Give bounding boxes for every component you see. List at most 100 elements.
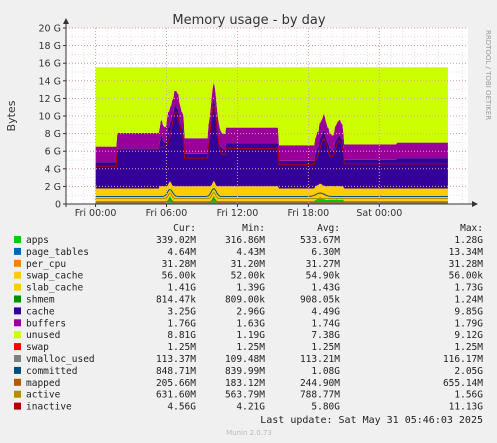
- legend-series-name: mapped: [26, 378, 60, 389]
- line-inactive: [95, 104, 448, 167]
- x-axis-arrow: [472, 201, 478, 207]
- legend-value-max: 31.28M: [449, 259, 484, 270]
- legend-value-avg: 4.49G: [311, 306, 340, 317]
- chart-title: Memory usage - by day: [172, 13, 325, 28]
- legend-swatch: [14, 283, 21, 291]
- legend-column-header: Min:: [242, 223, 265, 234]
- side-text: RRDTOOL / TOBI OETIKER: [484, 30, 492, 120]
- legend-value-max: 9.12G: [454, 330, 483, 341]
- legend-swatch: [14, 378, 21, 386]
- area-slab-cache: [95, 181, 448, 201]
- legend-row: cache 3.25G 2.96G 4.49G 9.85G: [14, 306, 483, 317]
- legend-value-min: 52.00k: [231, 271, 266, 282]
- legend-series-name: unused: [26, 330, 60, 341]
- legend-value-max: 655.14M: [443, 378, 483, 389]
- legend-value-max: 1.79G: [454, 318, 483, 329]
- legend-swatch: [14, 366, 21, 374]
- legend-value-min: 183.12M: [225, 378, 265, 389]
- y-tick-label: 10 G: [39, 112, 61, 123]
- legend-value-cur: 1.41G: [167, 283, 196, 294]
- legend-swatch: [14, 259, 21, 267]
- legend-value-max: 9.85G: [454, 306, 483, 317]
- last-update: Last update: Sat May 31 05:46:03 2025: [260, 415, 483, 426]
- legend-swatch: [14, 295, 21, 303]
- legend-row: mapped 205.66M 183.12M 244.90M 655.14M: [14, 378, 483, 389]
- legend-value-min: 316.86M: [225, 235, 265, 246]
- y-tick-label: 0: [55, 200, 61, 211]
- legend-value-cur: 56.00k: [162, 271, 197, 282]
- legend-swatch: [14, 343, 21, 351]
- legend-swatch: [14, 236, 21, 243]
- legend-value-min: 809.00k: [225, 295, 265, 306]
- line-mapped: [95, 198, 448, 203]
- legend-value-min: 4.43M: [236, 247, 265, 258]
- legend-value-cur: 814.47k: [156, 295, 196, 306]
- legend-value-cur: 8.81G: [167, 330, 196, 341]
- legend-value-cur: 4.64M: [167, 247, 196, 258]
- legend-swatch: [14, 247, 21, 255]
- legend-value-max: 1.28G: [454, 235, 483, 246]
- legend-row: swap 1.25M 1.25M 1.25M 1.25M: [14, 342, 483, 353]
- legend-value-max: 11.13G: [449, 402, 484, 413]
- legend-value-max: 116.17M: [443, 354, 483, 365]
- y-tick-label: 12 G: [39, 94, 61, 105]
- legend-value-min: 4.21G: [236, 402, 265, 413]
- legend-series-name: inactive: [26, 402, 72, 413]
- legend-row: apps 339.02M 316.86M 533.67M 1.28G: [14, 235, 483, 246]
- legend-series-name: cache: [26, 306, 55, 317]
- area-unused: [95, 67, 448, 147]
- legend-value-cur: 4.56G: [167, 402, 196, 413]
- major-grid: [66, 27, 468, 204]
- legend-value-cur: 1.76G: [167, 318, 196, 329]
- legend-swatch: [14, 307, 21, 315]
- y-tick-label: 14 G: [39, 76, 61, 87]
- legend-series-name: swap: [26, 342, 49, 353]
- legend-row: committed 848.71M 839.99M 1.08G 2.05G: [14, 366, 483, 377]
- legend-value-avg: 7.38G: [311, 330, 340, 341]
- legend-swatch: [14, 319, 21, 327]
- y-tick-label: 18 G: [39, 41, 61, 52]
- legend-row: slab_cache 1.41G 1.39G 1.43G 1.73G: [14, 283, 483, 294]
- y-tick-label: 20 G: [39, 24, 61, 35]
- legend-value-avg: 788.77M: [300, 390, 340, 401]
- legend-value-min: 1.39G: [236, 283, 265, 294]
- legend-swatch: [14, 331, 21, 339]
- legend-value-min: 839.99M: [225, 366, 265, 377]
- x-tick-label: Fri 00:00: [75, 208, 117, 219]
- legend: apps 339.02M 316.86M 533.67M 1.28Gpage_table…: [14, 235, 483, 413]
- legend-swatch: [14, 402, 21, 410]
- y-tick-label: 4 G: [45, 164, 61, 175]
- legend-value-avg: 6.30M: [311, 247, 340, 258]
- legend-column-header: Cur:: [173, 223, 196, 234]
- stacked-areas: [95, 67, 448, 204]
- munin-version: Munin 2.0.73: [226, 429, 272, 437]
- legend-value-avg: 1.43G: [311, 283, 340, 294]
- line-active: [95, 191, 448, 199]
- legend-value-cur: 113.37M: [156, 354, 196, 365]
- legend-column-header: Max:: [460, 223, 483, 234]
- legend-value-max: 13.34M: [449, 247, 484, 258]
- legend-value-min: 1.25M: [236, 342, 265, 353]
- y-tick-label: 6 G: [45, 147, 61, 158]
- legend-value-max: 56.00k: [449, 271, 484, 282]
- legend-value-max: 1.56G: [454, 390, 483, 401]
- legend-value-min: 1.19G: [236, 330, 265, 341]
- y-tick-label: 16 G: [39, 59, 61, 70]
- legend-value-avg: 908.05k: [300, 295, 340, 306]
- legend-series-name: buffers: [26, 318, 66, 329]
- x-tick-label: Fri 06:00: [146, 208, 188, 219]
- legend-value-cur: 848.71M: [156, 366, 196, 377]
- y-axis-arrow: [63, 18, 69, 24]
- legend-swatch: [14, 271, 21, 279]
- legend-header: Cur: Min: Avg: Max:: [173, 223, 483, 234]
- legend-series-name: vmalloc_used: [26, 354, 95, 365]
- legend-column-header: Avg:: [317, 223, 340, 234]
- legend-series-name: active: [26, 390, 61, 401]
- legend-row: vmalloc_used 113.37M 109.48M 113.21M 116.17M: [14, 354, 483, 365]
- y-tick-label: 2 G: [45, 182, 61, 193]
- legend-swatch: [14, 355, 21, 362]
- legend-value-avg: 31.27M: [306, 259, 341, 270]
- legend-row: buffers 1.76G 1.63G 1.74G 1.79G: [14, 318, 483, 329]
- x-tick-label: Sat 00:00: [356, 208, 402, 219]
